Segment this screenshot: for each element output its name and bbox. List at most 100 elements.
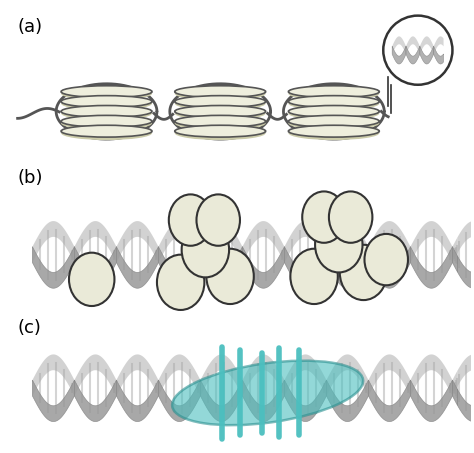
Polygon shape [158, 380, 201, 422]
Polygon shape [406, 46, 420, 64]
Polygon shape [158, 247, 201, 288]
Ellipse shape [175, 86, 265, 97]
Polygon shape [457, 354, 474, 396]
Ellipse shape [157, 255, 204, 310]
Ellipse shape [175, 96, 265, 107]
Ellipse shape [61, 126, 152, 140]
Polygon shape [32, 221, 74, 263]
Polygon shape [420, 36, 434, 54]
Ellipse shape [365, 234, 408, 285]
Ellipse shape [315, 217, 363, 272]
Ellipse shape [288, 125, 379, 137]
Polygon shape [410, 354, 453, 396]
Ellipse shape [61, 116, 152, 130]
Polygon shape [327, 380, 368, 422]
Ellipse shape [175, 106, 265, 117]
Ellipse shape [175, 106, 265, 120]
Polygon shape [242, 221, 284, 263]
Polygon shape [327, 221, 368, 263]
Ellipse shape [175, 116, 265, 130]
Polygon shape [434, 46, 444, 64]
Polygon shape [406, 36, 420, 54]
Ellipse shape [288, 106, 379, 120]
Polygon shape [368, 247, 410, 288]
Ellipse shape [175, 126, 265, 140]
Polygon shape [453, 371, 457, 396]
Polygon shape [420, 46, 434, 64]
Polygon shape [284, 380, 327, 422]
Ellipse shape [197, 194, 240, 246]
Ellipse shape [206, 249, 254, 304]
Polygon shape [392, 36, 406, 54]
Polygon shape [117, 221, 158, 263]
Ellipse shape [288, 116, 379, 130]
Polygon shape [284, 247, 327, 288]
Polygon shape [242, 354, 284, 396]
Ellipse shape [329, 192, 373, 243]
Polygon shape [453, 247, 457, 272]
Ellipse shape [288, 86, 379, 97]
Polygon shape [368, 221, 410, 263]
Polygon shape [392, 46, 406, 64]
Polygon shape [74, 354, 117, 396]
Polygon shape [242, 247, 284, 288]
Ellipse shape [288, 87, 379, 101]
Polygon shape [453, 237, 457, 263]
Polygon shape [453, 380, 457, 405]
Ellipse shape [288, 96, 379, 107]
Polygon shape [32, 247, 74, 288]
Polygon shape [74, 247, 117, 288]
Ellipse shape [175, 96, 265, 111]
Polygon shape [368, 380, 410, 422]
Polygon shape [32, 354, 74, 396]
Ellipse shape [61, 106, 152, 120]
Polygon shape [410, 380, 453, 422]
Text: (a): (a) [18, 18, 43, 36]
Polygon shape [158, 221, 201, 263]
Polygon shape [242, 380, 284, 422]
Polygon shape [457, 380, 474, 422]
Ellipse shape [61, 87, 152, 101]
Text: (c): (c) [18, 319, 42, 337]
Ellipse shape [172, 361, 363, 425]
Polygon shape [327, 354, 368, 396]
Polygon shape [284, 221, 327, 263]
Ellipse shape [61, 125, 152, 137]
Ellipse shape [302, 192, 346, 243]
Polygon shape [201, 380, 242, 422]
Ellipse shape [61, 116, 152, 127]
Polygon shape [74, 380, 117, 422]
Ellipse shape [340, 245, 387, 300]
Polygon shape [410, 247, 453, 288]
Polygon shape [201, 247, 242, 288]
Ellipse shape [175, 116, 265, 127]
Ellipse shape [291, 249, 338, 304]
Text: (b): (b) [18, 169, 43, 187]
Polygon shape [434, 36, 444, 54]
Ellipse shape [61, 86, 152, 97]
Ellipse shape [169, 194, 212, 246]
Ellipse shape [69, 253, 114, 306]
Polygon shape [201, 354, 242, 396]
Ellipse shape [182, 222, 229, 277]
Circle shape [383, 15, 453, 85]
Polygon shape [284, 354, 327, 396]
Ellipse shape [61, 96, 152, 111]
Polygon shape [117, 354, 158, 396]
Ellipse shape [61, 106, 152, 117]
Ellipse shape [288, 126, 379, 140]
Polygon shape [327, 247, 368, 288]
Polygon shape [74, 221, 117, 263]
Ellipse shape [288, 116, 379, 127]
Polygon shape [201, 221, 242, 263]
Polygon shape [117, 247, 158, 288]
Polygon shape [117, 380, 158, 422]
Polygon shape [410, 221, 453, 263]
Polygon shape [368, 354, 410, 396]
Ellipse shape [175, 125, 265, 137]
Ellipse shape [288, 106, 379, 117]
Polygon shape [457, 221, 474, 263]
Polygon shape [32, 380, 74, 422]
Ellipse shape [288, 96, 379, 111]
Ellipse shape [61, 96, 152, 107]
